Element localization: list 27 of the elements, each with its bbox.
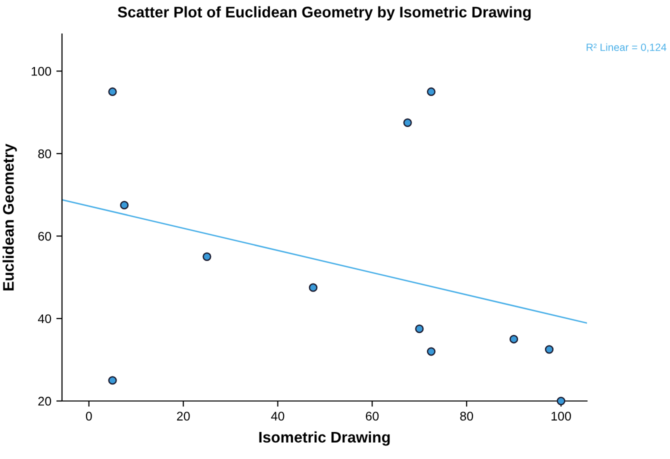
y-tick-label: 60 [38, 232, 52, 241]
x-tick-label: 0 [86, 412, 92, 421]
y-tick-label: 100 [32, 66, 52, 76]
point [415, 324, 424, 334]
point [426, 87, 436, 96]
annotation: R² Linear = 0,124 [586, 43, 666, 52]
point [403, 118, 412, 127]
point [510, 334, 518, 344]
x-tick-label: 20 [177, 412, 190, 421]
x-axis-title: Isometric Drawing [259, 431, 390, 446]
point [308, 283, 318, 292]
point [120, 200, 129, 210]
x-tick-label: 40 [271, 412, 284, 421]
point [108, 376, 117, 385]
point [108, 87, 117, 96]
y-axis-title: Euclidean Geometry [2, 144, 17, 290]
x-tick-label: 100 [552, 412, 571, 421]
y-tick-label: 40 [38, 314, 52, 324]
x-tick-label: 60 [366, 412, 379, 421]
chart-title: Scatter Plot of Euclidean Geometry by Isometric Drawing [118, 6, 531, 21]
y-tick-label: 80 [38, 149, 52, 158]
point [202, 252, 212, 261]
point [556, 396, 566, 406]
x-tick-label: 80 [460, 412, 474, 421]
y-tick-label: 20 [38, 396, 52, 406]
point [426, 347, 436, 356]
point [544, 345, 554, 354]
